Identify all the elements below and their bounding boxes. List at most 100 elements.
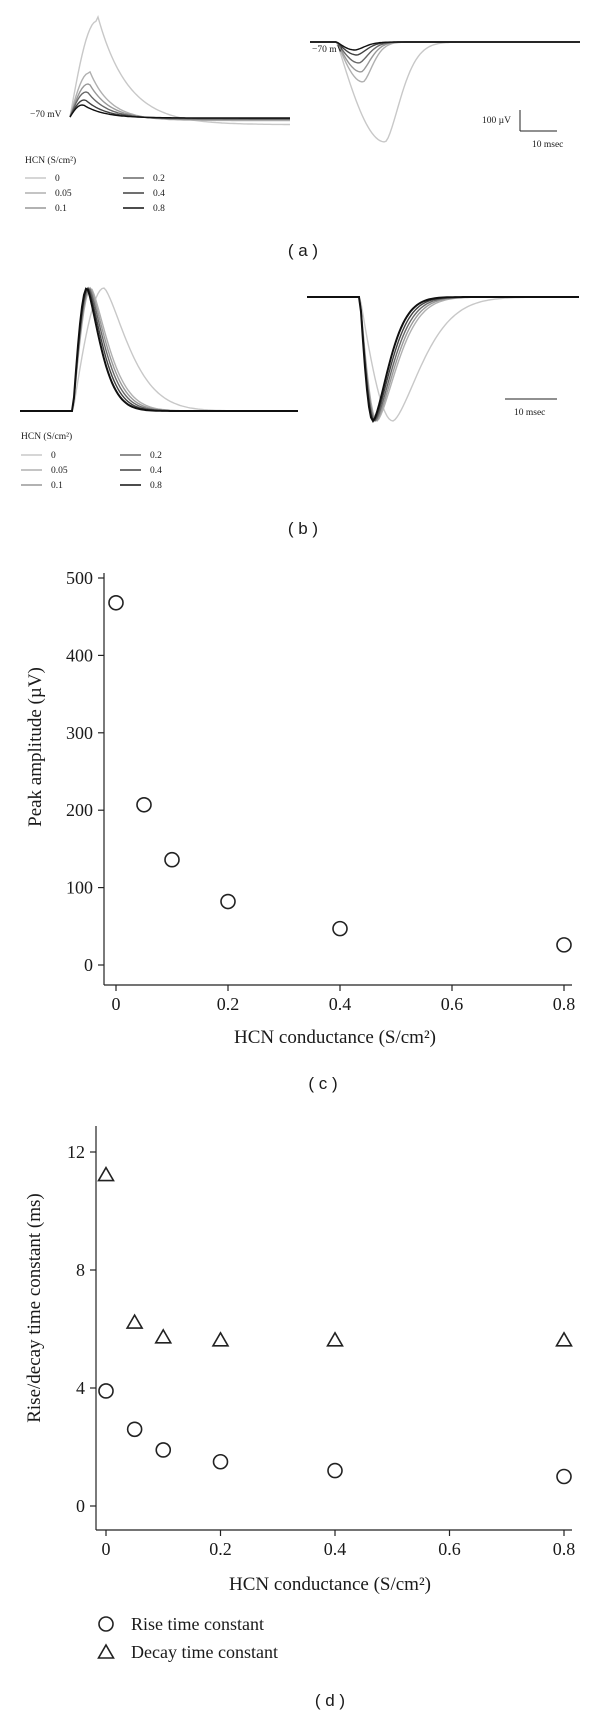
- field-trace-0: [310, 41, 580, 143]
- legend-label-1: 0.05: [51, 466, 68, 476]
- legend-label-1: 0.05: [55, 189, 72, 199]
- point-decay-time-constant: [555, 1331, 573, 1347]
- point-peak-amplitude: [136, 796, 152, 813]
- y-tick-label: 8: [76, 1260, 85, 1280]
- panel-b-epsp-traces: [20, 286, 298, 412]
- norm-epsp-trace-0: [20, 287, 298, 412]
- legend-label-5: 0.8: [153, 204, 165, 214]
- y-tick-label: 0: [76, 1496, 85, 1516]
- panel-b-legend-title: HCN (S/cm²): [21, 431, 72, 442]
- panel-d-ylabel: Rise/decay time constant (ms): [24, 1193, 45, 1423]
- legend-triangle-marker: [97, 1643, 115, 1659]
- field-trace-1: [310, 41, 580, 83]
- panel-c-ylabel: Peak amplitude (µV): [25, 667, 46, 827]
- y-tick-label: 200: [66, 800, 93, 820]
- scale-bar-amplitude-label: 100 µV: [482, 116, 511, 126]
- epsp-trace-0: [69, 15, 290, 126]
- norm-field-trace-3: [307, 296, 579, 423]
- norm-field-trace-2: [307, 296, 579, 422]
- x-tick-label: 0: [102, 1539, 111, 1559]
- norm-epsp-trace-1: [20, 287, 298, 412]
- norm-field-trace-0: [307, 296, 579, 422]
- scale-bar-time-label: 10 msec: [532, 140, 563, 150]
- panel-a-letter: ( a ): [288, 241, 318, 260]
- panel-b-field-traces: [307, 296, 579, 423]
- legend-label-5: 0.8: [150, 481, 162, 491]
- x-tick-label: 0.2: [217, 994, 240, 1014]
- legend-rise-label: Rise time constant: [131, 1614, 264, 1634]
- x-tick-label: 0.4: [324, 1539, 347, 1559]
- x-tick-label: 0: [112, 994, 121, 1014]
- point-peak-amplitude: [556, 937, 572, 953]
- x-tick-label: 0.4: [329, 994, 352, 1014]
- y-tick-label: 4: [76, 1378, 85, 1398]
- legend-circle-marker: [98, 1616, 114, 1632]
- panel-a-scale-bar: 100 µV 10 msec: [482, 110, 563, 150]
- panel-a-legend-title: HCN (S/cm²): [25, 155, 76, 166]
- panel-a-legend: HCN (S/cm²) 0 0.05 0.1 0.2 0.4 0.8: [25, 155, 165, 214]
- legend-label-0: 0: [51, 451, 56, 461]
- panel-c-axes: 0 100 200 300 400 500 0 0.2 0.4 0.6 0.8: [66, 568, 575, 1014]
- point-rise-time-constant: [98, 1383, 114, 1399]
- panel-b-scale-bar: 10 msec: [505, 398, 557, 418]
- legend-label-0: 0: [55, 174, 60, 184]
- panel-c: 0 100 200 300 400 500 0 0.2 0.4 0.6 0.8 HCN conduc…: [25, 568, 575, 1093]
- field-trace-4: [310, 41, 580, 56]
- legend-label-4: 0.4: [150, 466, 162, 476]
- legend-label-3: 0.2: [153, 174, 165, 184]
- point-decay-time-constant: [326, 1331, 344, 1347]
- panel-b-legend: HCN (S/cm²) 0 0.05 0.1 0.2 0.4 0.8: [21, 431, 162, 491]
- y-tick-label: 500: [66, 568, 93, 588]
- panel-a-epsp-traces: [69, 15, 290, 126]
- point-rise-time-constant: [155, 1442, 172, 1458]
- y-tick-label: 0: [84, 955, 93, 975]
- panel-a-right-voltage-label: −70 mV: [312, 45, 344, 55]
- panel-d-legend: Rise time constant Decay time constant: [97, 1614, 278, 1662]
- norm-epsp-trace-4: [20, 286, 298, 412]
- panel-c-data-points: [108, 594, 572, 953]
- norm-epsp-trace-5: [20, 287, 298, 412]
- field-trace-5: [310, 41, 580, 51]
- point-peak-amplitude: [220, 893, 236, 910]
- field-trace-2: [310, 41, 580, 73]
- x-tick-label: 0.6: [441, 994, 464, 1014]
- panel-d: 0 4 8 12 0 0.2 0.4 0.6 0.8 HCN conductance (S/cm…: [24, 1126, 575, 1710]
- panel-a-field-traces: [310, 41, 580, 143]
- epsp-trace-2: [69, 83, 290, 121]
- point-decay-time-constant: [125, 1313, 144, 1329]
- legend-label-2: 0.1: [51, 481, 63, 491]
- norm-epsp-trace-3: [20, 287, 298, 412]
- x-tick-label: 0.6: [438, 1539, 461, 1559]
- panel-d-letter: ( d ): [315, 1691, 345, 1710]
- panel-d-data-points: [97, 1165, 573, 1485]
- scale-bar-time-label: 10 msec: [514, 408, 545, 418]
- point-decay-time-constant: [97, 1165, 115, 1182]
- legend-label-2: 0.1: [55, 204, 67, 214]
- norm-field-trace-1: [307, 296, 579, 423]
- x-tick-label: 0.2: [209, 1539, 232, 1559]
- point-rise-time-constant: [212, 1453, 229, 1470]
- panel-a: −70 mV −70 mV 100 µV 10 msec HCN (S/cm²)…: [25, 15, 580, 260]
- point-decay-time-constant: [154, 1328, 173, 1344]
- epsp-trace-5: [69, 104, 290, 119]
- legend-label-3: 0.2: [150, 451, 162, 461]
- panel-a-left-voltage-label: −70 mV: [30, 110, 62, 120]
- panel-c-xlabel: HCN conductance (S/cm²): [234, 1027, 436, 1048]
- point-rise-time-constant: [556, 1468, 572, 1485]
- point-decay-time-constant: [211, 1331, 230, 1347]
- norm-field-trace-4: [307, 296, 579, 421]
- panel-d-axes: 0 4 8 12 0 0.2 0.4 0.6 0.8: [67, 1126, 575, 1559]
- y-tick-label: 100: [66, 878, 93, 898]
- norm-field-trace-5: [307, 296, 579, 423]
- panel-c-letter: ( c ): [308, 1074, 337, 1093]
- field-trace-3: [310, 41, 580, 64]
- legend-label-4: 0.4: [153, 189, 165, 199]
- legend-decay-label: Decay time constant: [131, 1642, 278, 1662]
- y-tick-label: 12: [67, 1142, 85, 1162]
- panel-d-xlabel: HCN conductance (S/cm²): [229, 1574, 431, 1595]
- panel-b-letter: ( b ): [288, 519, 318, 538]
- point-peak-amplitude: [108, 594, 124, 611]
- norm-epsp-trace-2: [20, 286, 298, 412]
- y-tick-label: 400: [66, 645, 93, 665]
